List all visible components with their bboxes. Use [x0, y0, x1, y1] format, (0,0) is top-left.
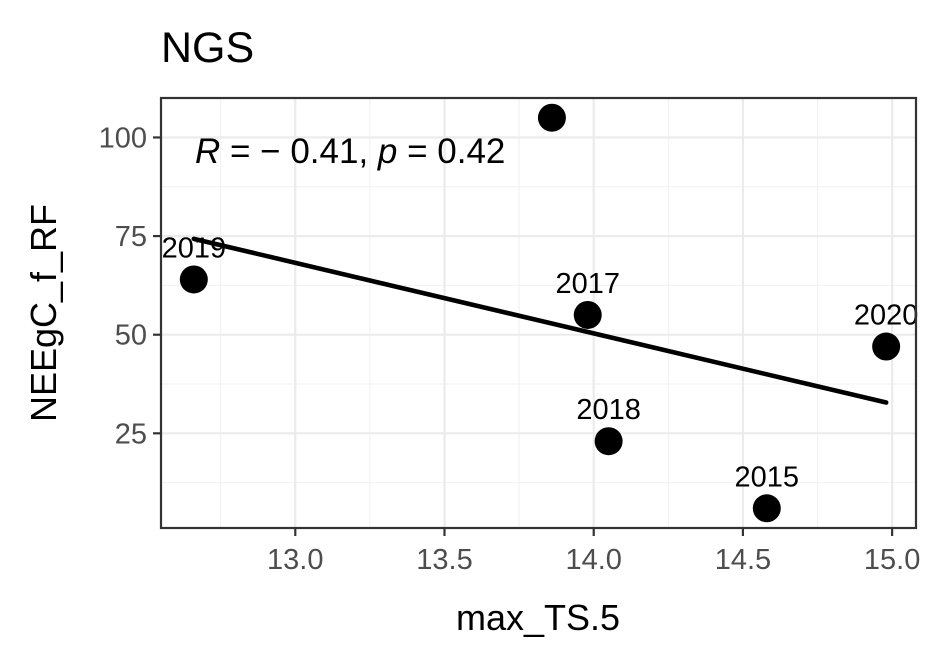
- p-symbol: p: [377, 132, 397, 171]
- correlation-annotation: R = − 0.41, p = 0.42: [195, 132, 505, 171]
- panel-border: [159, 96, 918, 530]
- r-symbol: R: [195, 132, 220, 171]
- trendline-group: [191, 236, 889, 405]
- point-label-2015: 2015: [735, 461, 800, 493]
- data-point-3: [594, 427, 623, 456]
- point-labels: 2019 2017 2018 2015 2020: [162, 232, 919, 493]
- y-tick-label-3: 100: [99, 122, 147, 154]
- data-point-5: [872, 332, 901, 361]
- data-points: [179, 103, 901, 523]
- point-label-2018: 2018: [576, 394, 641, 426]
- data-point-1: [537, 103, 566, 132]
- point-label-2020: 2020: [854, 300, 919, 332]
- chart-title: NGS: [161, 24, 254, 72]
- x-tick-label-3: 14.5: [715, 544, 771, 576]
- x-tick-label-0: 13.0: [267, 544, 323, 576]
- point-label-2019: 2019: [162, 232, 227, 264]
- y-axis-title: NEEgC_f_RF: [23, 204, 64, 422]
- x-tick-label-2: 14.0: [565, 544, 621, 576]
- data-point-2: [573, 300, 602, 329]
- x-tick-label-4: 15.0: [864, 544, 920, 576]
- y-tick-label-2: 75: [115, 221, 147, 253]
- grid: [161, 98, 916, 528]
- x-tick-label-1: 13.5: [416, 544, 472, 576]
- r-value: = − 0.41,: [220, 132, 378, 171]
- data-point-4: [752, 494, 781, 523]
- y-tick-label-0: 25: [115, 418, 147, 450]
- axis-ticks: 13.0 13.5 14.0 14.5 15.0 25 50 75 100: [99, 122, 921, 576]
- data-point-0: [179, 265, 208, 294]
- p-value: = 0.42: [397, 132, 505, 171]
- point-label-2017: 2017: [555, 268, 620, 300]
- y-tick-label-1: 50: [115, 320, 147, 352]
- x-axis-title: max_TS.5: [456, 597, 620, 638]
- trendline: [191, 236, 889, 405]
